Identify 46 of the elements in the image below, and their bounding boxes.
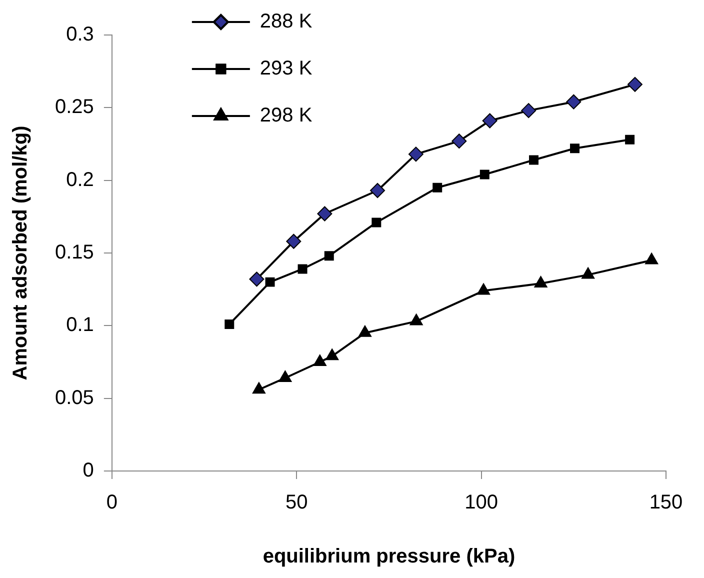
x-tick-label: 50 (285, 492, 308, 514)
point (317, 206, 332, 222)
point (278, 370, 292, 382)
y-tick-label: 0.1 (66, 314, 94, 336)
point (372, 218, 382, 228)
y-tick-label: 0.3 (66, 24, 94, 46)
point (249, 272, 264, 287)
y-tick-label: 0.2 (66, 168, 94, 191)
point (410, 314, 423, 326)
point (480, 170, 490, 180)
legend-label: 298 K (260, 104, 313, 127)
point (313, 354, 326, 366)
point (534, 276, 548, 288)
point (482, 113, 498, 128)
y-tick-label: 0.25 (54, 96, 94, 118)
point (625, 134, 635, 144)
point (408, 146, 424, 162)
y-tick-label: 0.05 (54, 386, 94, 409)
point (324, 251, 334, 261)
point (645, 252, 658, 264)
point (286, 234, 302, 249)
y-axis-title: Amount adsorbed (mol/kg) (10, 126, 32, 380)
legend-label: 288 K (260, 10, 313, 33)
point (476, 283, 490, 295)
point (566, 94, 582, 110)
point (298, 264, 308, 274)
point (370, 183, 386, 198)
y-tick-label: 0.15 (54, 242, 94, 264)
point (570, 144, 580, 154)
point (358, 325, 372, 337)
point (627, 76, 642, 92)
point (582, 267, 595, 279)
legend-label: 293 K (260, 58, 313, 80)
point (521, 103, 536, 118)
point (452, 134, 467, 149)
point (326, 348, 339, 360)
x-tick-label: 150 (649, 492, 683, 514)
x-axis-title: equilibrium pressure (kPa) (262, 546, 516, 568)
x-tick-label: 100 (464, 492, 498, 514)
point (224, 319, 234, 329)
point (529, 155, 539, 165)
point (432, 182, 442, 192)
point (252, 382, 266, 394)
x-tick-label: 0 (106, 492, 118, 514)
point (265, 277, 275, 287)
y-tick-label: 0 (82, 460, 94, 482)
